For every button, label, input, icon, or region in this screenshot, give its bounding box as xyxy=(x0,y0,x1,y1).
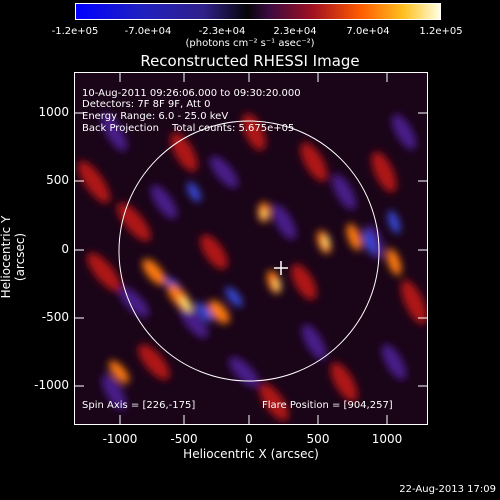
colorbar-tick: 7.0e+04 xyxy=(346,26,390,37)
total-counts: Total counts: 5.675e+05 xyxy=(172,123,295,134)
plot-frame xyxy=(74,72,428,425)
colorbar-tick: 2.3e+04 xyxy=(273,26,317,37)
y-axis-label: Heliocentric Y (arcsec) xyxy=(0,215,27,299)
x-tick-label: -1000 xyxy=(102,432,138,446)
method: Back Projection xyxy=(82,123,159,134)
rhessi-image xyxy=(74,72,428,425)
y-tick-label: -500 xyxy=(41,310,69,324)
colorbar xyxy=(75,3,441,20)
colorbar-tick: 1.2e+05 xyxy=(419,26,463,37)
spin-axis: Spin Axis = [226,-175] xyxy=(82,400,196,411)
colorbar-tick: -1.2e+05 xyxy=(51,26,99,37)
y-tick-label: 500 xyxy=(46,173,69,187)
energy-range: Energy Range: 6.0 - 25.0 keV xyxy=(82,111,229,122)
x-tick-label: 1000 xyxy=(371,432,403,446)
spin-axis-marker xyxy=(274,261,288,275)
x-tick-label: -500 xyxy=(170,432,198,446)
x-tick-label: 500 xyxy=(306,432,330,446)
plot-title: Reconstructed RHESSI Image xyxy=(140,52,360,70)
x-axis-label: Heliocentric X (arcsec) xyxy=(183,447,319,461)
colorbar-units: (photons cm⁻² s⁻¹ asec⁻²) xyxy=(185,38,315,49)
y-tick-label: 1000 xyxy=(38,105,69,119)
time-range: 10-Aug-2011 09:26:06.000 to 09:30:20.000 xyxy=(82,88,301,99)
x-tick-label: 0 xyxy=(245,432,253,446)
solar-limb-circle xyxy=(118,120,380,382)
colorbar-tick: -2.3e+04 xyxy=(198,26,246,37)
detectors: Detectors: 7F 8F 9F, Att 0 xyxy=(82,99,211,110)
y-tick-label: -1000 xyxy=(34,378,69,392)
y-tick-label: 0 xyxy=(61,242,69,256)
axis-ticks xyxy=(74,72,428,425)
flare-position: Flare Position = [904,257] xyxy=(262,400,393,411)
footer-date: 22-Aug-2013 17:09 xyxy=(399,484,496,495)
colorbar-tick: -7.0e+04 xyxy=(124,26,172,37)
